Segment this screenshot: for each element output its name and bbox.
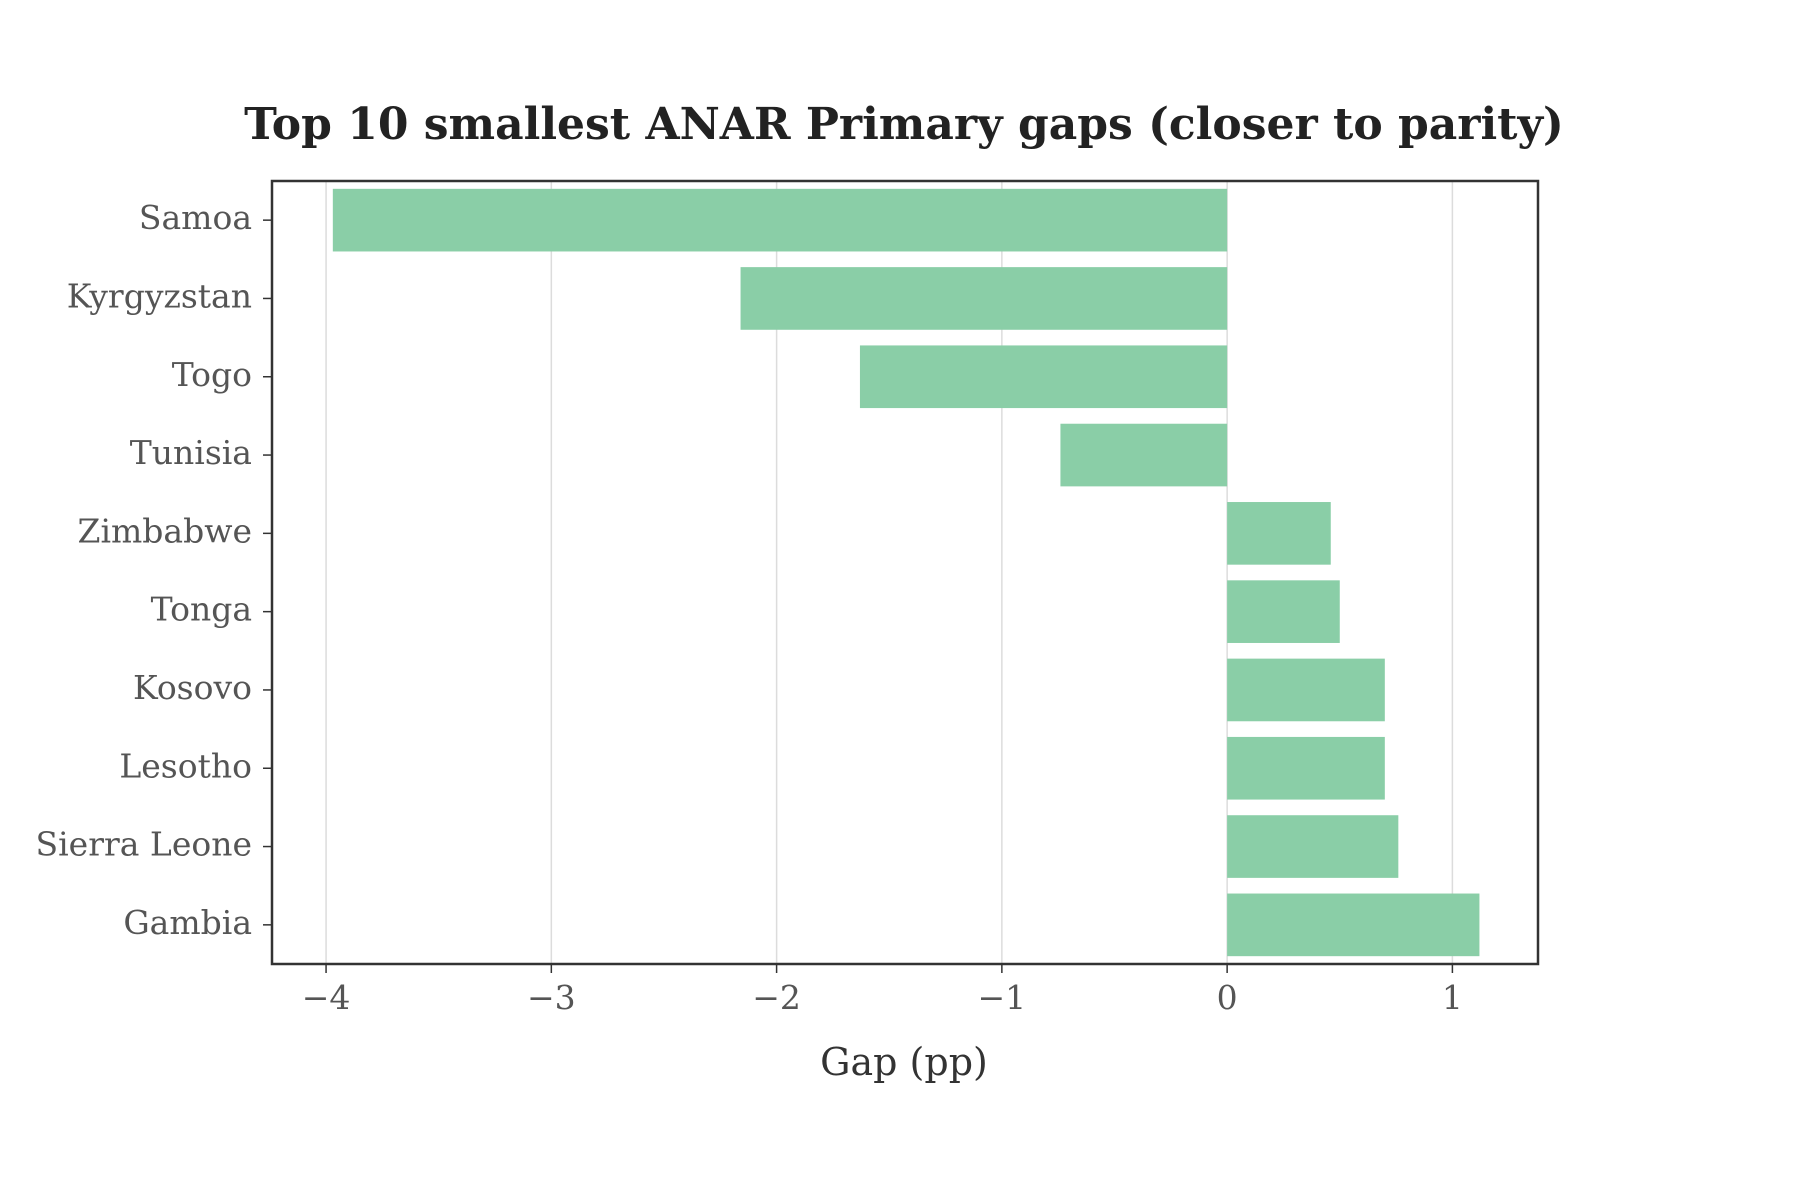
bar-lesotho (1227, 736, 1385, 800)
y-tick-label: Kosovo (133, 668, 252, 707)
x-axis-label: Gap (pp) (820, 1040, 988, 1084)
bar-sierra-leone (1227, 815, 1399, 878)
bar-tonga (1227, 580, 1340, 643)
bar-zimbabwe (1227, 502, 1331, 565)
x-tick-label: −2 (752, 978, 801, 1017)
y-tick-label: Sierra Leone (36, 825, 253, 864)
y-tick-label: Togo (172, 355, 252, 394)
x-tick-label: 1 (1442, 978, 1463, 1017)
x-tick-label: −1 (978, 978, 1027, 1017)
y-tick-label: Kyrgyzstan (67, 276, 252, 315)
bar-togo (859, 345, 1228, 409)
bars (332, 188, 1480, 957)
bar-gambia (1227, 893, 1480, 957)
x-axis: −4 −3 −2 −1 0 1 (302, 964, 1463, 1017)
bar-tunisia (1060, 423, 1228, 487)
y-tick-label: Tunisia (130, 433, 252, 472)
bar-samoa (332, 188, 1228, 252)
y-tick-label: Zimbabwe (78, 511, 252, 550)
x-tick-label: −3 (527, 978, 576, 1017)
bar-kosovo (1227, 658, 1385, 722)
x-tick-label: −4 (302, 978, 351, 1017)
y-tick-label: Tonga (151, 590, 252, 629)
chart-title: Top 10 smallest ANAR Primary gaps (close… (244, 99, 1564, 150)
bar-kyrgyzstan (740, 267, 1228, 330)
y-tick-label: Lesotho (119, 746, 252, 785)
x-tick-label: 0 (1217, 978, 1238, 1017)
y-axis: Samoa Kyrgyzstan Togo Tunisia Zimbabwe Tonga K… (36, 198, 272, 942)
y-tick-label: Samoa (139, 198, 252, 237)
plot-frame (270, 179, 1540, 966)
y-tick-label: Gambia (123, 903, 252, 942)
